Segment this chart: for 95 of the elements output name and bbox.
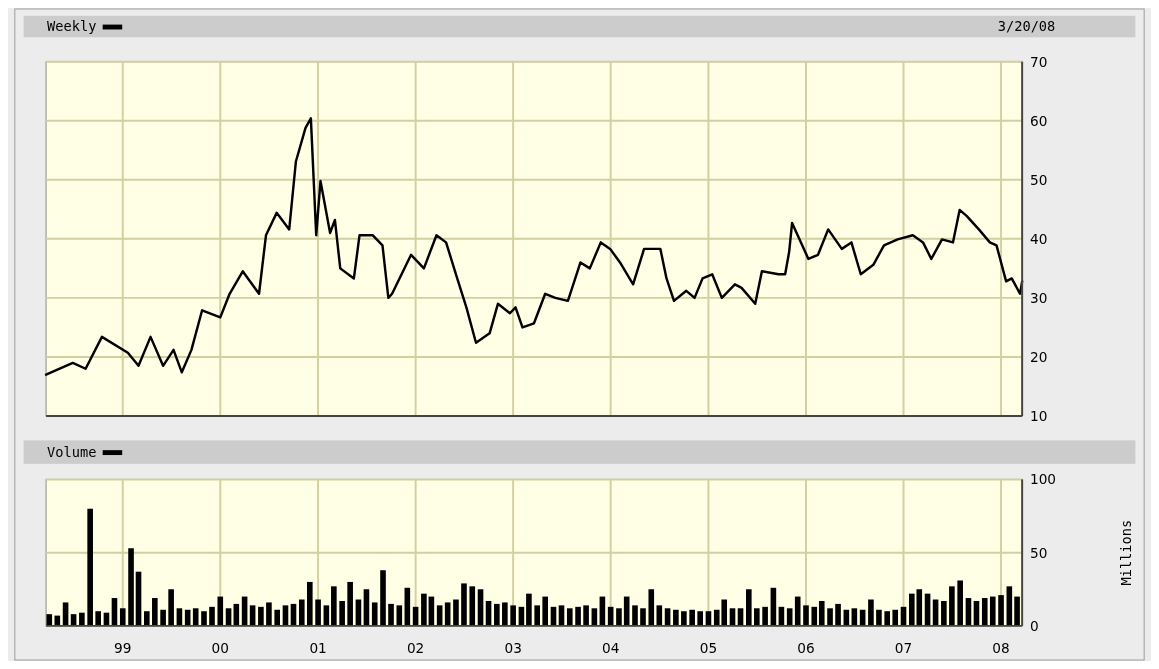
bar xyxy=(371,602,378,626)
y-tick-label: 100 xyxy=(1029,471,1057,488)
bar xyxy=(258,606,264,626)
bar xyxy=(168,589,174,626)
bar xyxy=(192,608,199,626)
bar xyxy=(1014,596,1020,626)
bar xyxy=(534,605,540,626)
bar xyxy=(54,615,61,626)
bar xyxy=(95,611,101,626)
bar xyxy=(835,603,841,626)
bar xyxy=(681,611,687,626)
x-tick-label: 99 xyxy=(114,640,132,657)
bar xyxy=(998,595,1004,626)
bar xyxy=(632,605,638,626)
bar xyxy=(388,603,394,626)
bar xyxy=(762,606,768,626)
bar xyxy=(209,606,215,626)
bar xyxy=(616,608,622,626)
bar xyxy=(494,603,500,626)
bar xyxy=(380,570,386,626)
bar xyxy=(884,611,891,626)
bar xyxy=(989,596,996,626)
y-axis-title: Millions xyxy=(1118,519,1135,586)
bar xyxy=(453,599,459,626)
line-series xyxy=(44,117,1024,376)
y-tick-label: 50 xyxy=(1029,171,1048,188)
bar xyxy=(315,599,321,626)
bar xyxy=(201,611,207,626)
bar xyxy=(421,593,427,626)
bar xyxy=(656,605,663,626)
bar xyxy=(306,581,313,626)
x-tick-label: 05 xyxy=(699,640,718,657)
legend-label: Volume xyxy=(47,444,97,460)
bar xyxy=(339,600,345,626)
bar xyxy=(510,605,516,626)
bar xyxy=(79,612,85,626)
bar xyxy=(152,598,158,626)
bar xyxy=(941,600,947,626)
bar xyxy=(542,596,549,626)
bar xyxy=(347,581,353,626)
bar xyxy=(868,599,874,626)
bar xyxy=(575,606,581,626)
bar xyxy=(469,586,476,626)
y-tick-label: 70 xyxy=(1029,53,1048,70)
legend-label: Weekly xyxy=(47,18,97,35)
y-tick-label: 30 xyxy=(1029,289,1048,306)
bar xyxy=(640,608,646,626)
bar xyxy=(957,580,963,626)
chart-subtitle: 3/20/08 xyxy=(997,18,1056,35)
y-tick-label: 50 xyxy=(1029,544,1048,561)
bar xyxy=(981,598,988,626)
x-tick-label: 02 xyxy=(406,640,425,657)
bar xyxy=(689,609,695,626)
bar xyxy=(274,609,280,626)
bar xyxy=(331,586,337,626)
bar xyxy=(648,589,655,626)
bar xyxy=(818,600,825,626)
x-tick-label: 03 xyxy=(504,640,522,657)
bar xyxy=(794,596,801,626)
bar xyxy=(119,608,126,626)
bar xyxy=(746,589,752,626)
bar xyxy=(87,508,93,626)
bar xyxy=(583,605,589,626)
bar xyxy=(502,602,508,626)
bar xyxy=(673,609,679,626)
y-tick-label: 60 xyxy=(1029,112,1048,129)
bar xyxy=(697,611,703,626)
x-tick-label: 00 xyxy=(211,640,229,657)
bar xyxy=(46,614,53,626)
x-tick-label: 04 xyxy=(601,640,620,657)
y-tick-label: 0 xyxy=(1029,617,1039,634)
bar xyxy=(803,605,809,626)
bar xyxy=(892,609,899,626)
bar xyxy=(128,548,134,626)
bar xyxy=(811,606,818,626)
bar xyxy=(827,608,833,626)
bar xyxy=(623,596,630,626)
bar xyxy=(876,609,882,626)
bar xyxy=(461,583,467,626)
bar xyxy=(949,586,955,626)
x-tick-label: 08 xyxy=(992,640,1010,657)
bar xyxy=(266,602,272,626)
bar xyxy=(526,593,532,626)
bar xyxy=(217,596,224,626)
bar xyxy=(144,611,150,626)
x-tick-label: 01 xyxy=(309,640,327,657)
y-tick-label: 10 xyxy=(1029,407,1048,424)
x-tick-label: 06 xyxy=(797,640,815,657)
bar xyxy=(298,599,305,626)
bar xyxy=(160,609,166,626)
y-tick-label: 20 xyxy=(1029,348,1048,365)
bar xyxy=(566,608,573,626)
x-tick-label: 07 xyxy=(894,640,913,657)
y-tick-label: 40 xyxy=(1029,230,1048,247)
bar xyxy=(754,608,760,626)
